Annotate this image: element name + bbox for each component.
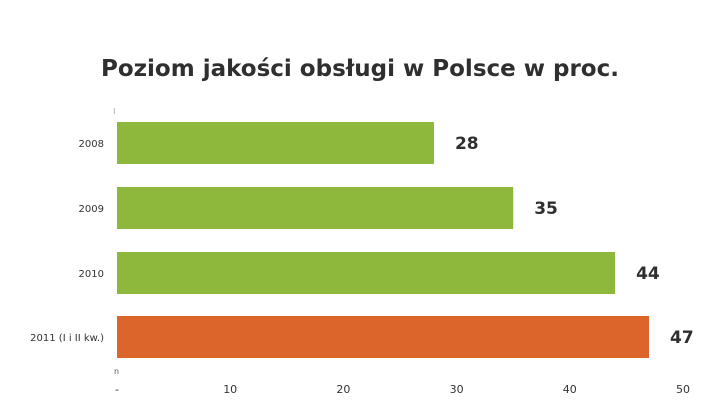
category-label-2: 2009 [79, 204, 104, 215]
category-labels-group: 2008 2009 2010 2011 (I i II kw.) [30, 139, 104, 344]
x-tick-label-6: 50 [676, 383, 690, 396]
bar-2 [117, 187, 514, 229]
value-labels-group: 28 35 44 47 [455, 134, 694, 348]
category-label-4: 2011 (I i II kw.) [30, 333, 104, 344]
x-tick-label-1: - [115, 383, 119, 396]
bar-1 [117, 122, 434, 164]
category-label-3: 2010 [79, 269, 104, 280]
x-tick-label-3: 20 [336, 383, 350, 396]
category-label-1: 2008 [79, 139, 104, 150]
value-label-4: 47 [670, 328, 694, 348]
chart-title: Poziom jakości obsługi w Polsce w proc. [101, 56, 619, 82]
x-tick-label-2: 10 [223, 383, 237, 396]
axis-glyph-bottom: n [114, 367, 119, 376]
bars-group [117, 122, 650, 358]
x-tick-labels-group: - 10 20 30 40 50 [115, 383, 690, 396]
x-tick-label-5: 40 [563, 383, 577, 396]
value-label-3: 44 [636, 264, 660, 284]
value-label-2: 35 [534, 199, 558, 219]
value-label-1: 28 [455, 134, 479, 154]
bar-3 [117, 252, 616, 294]
x-tick-label-4: 30 [450, 383, 464, 396]
axis-glyph-top: ⁝ [113, 107, 116, 116]
bar-4 [117, 316, 650, 358]
